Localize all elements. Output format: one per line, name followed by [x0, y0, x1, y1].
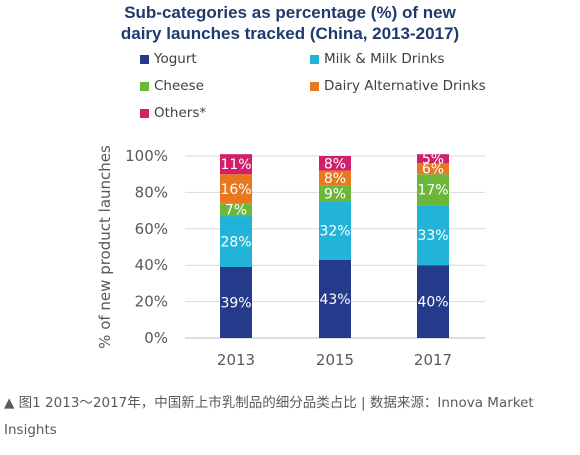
legend-label-others: Others* [154, 105, 207, 121]
legend-swatch-milk [310, 54, 319, 64]
y-tick-label: 80% [135, 183, 168, 201]
legend-item-others: Others* [140, 104, 310, 122]
bar-segment-yogurt-2013 [220, 267, 252, 338]
bar-segment-cheese-2017 [417, 174, 449, 206]
legend-swatch-others [140, 108, 149, 118]
bar-segment-others-2017 [417, 154, 449, 164]
legend-item-yogurt: Yogurt [140, 50, 310, 68]
figure-caption: ▲ 图1 2013～2017年，中国新上市乳制品的细分品类占比 | 数据来源：I… [4, 395, 534, 438]
data-label: 39% [220, 296, 251, 312]
bar-segment-dairy-alternative-drinks-2013 [220, 174, 252, 204]
bar-segment-yogurt-2017 [417, 265, 449, 338]
data-label: 17% [417, 183, 448, 199]
data-label: 8% [324, 156, 346, 172]
y-axis-label: % of new product launches [96, 145, 114, 349]
legend-label-milk: Milk & Milk Drinks [324, 51, 445, 67]
legend-item-milk: Milk & Milk Drinks [310, 50, 560, 68]
bar-segment-milk-milk-drinks-2017 [417, 205, 449, 266]
bar-segment-others-2015 [319, 156, 351, 171]
y-tick-label: 40% [135, 256, 168, 274]
data-label: 16% [220, 182, 251, 198]
y-tick-label: 0% [144, 329, 168, 347]
x-tick-label: 2015 [316, 351, 354, 369]
bar-segment-milk-milk-drinks-2013 [220, 216, 252, 268]
data-label: 40% [417, 295, 448, 311]
data-label: 5% [422, 152, 444, 168]
data-label: 9% [324, 186, 346, 202]
chart-title-line-2: dairy launches tracked (China, 2013-2017… [120, 24, 460, 43]
legend-label-cheese: Cheese [154, 78, 204, 94]
x-tick-label: 2017 [414, 351, 452, 369]
y-tick-label: 100% [125, 147, 168, 165]
x-tick-label: 2013 [217, 351, 255, 369]
legend-item-dairy-alternative: Dairy Alternative Drinks [310, 77, 560, 95]
data-label: 43% [319, 292, 350, 308]
legend-item-cheese: Cheese [140, 77, 310, 95]
legend-swatch-yogurt [140, 54, 149, 64]
legend-label-yogurt: Yogurt [154, 51, 197, 67]
data-label: 7% [225, 203, 247, 219]
bar-segment-others-2013 [220, 154, 252, 175]
bar-segment-cheese-2015 [319, 185, 351, 202]
legend-swatch-cheese [140, 81, 149, 91]
bar-segment-dairy-alternative-drinks-2017 [417, 163, 449, 175]
y-tick-label: 20% [135, 293, 168, 311]
y-tick-label: 60% [135, 220, 168, 238]
data-label: 32% [319, 224, 350, 240]
data-label: 28% [220, 235, 251, 251]
bar-segment-yogurt-2015 [319, 259, 351, 338]
bar-segment-dairy-alternative-drinks-2015 [319, 170, 351, 186]
data-label: 6% [422, 162, 444, 178]
legend-swatch-dairy-alternative [310, 81, 319, 91]
chart-title: Sub-categories as percentage (%) of new … [0, 2, 580, 44]
bar-segment-cheese-2013 [220, 203, 252, 217]
data-label: 33% [417, 228, 448, 244]
bar-segment-milk-milk-drinks-2015 [319, 201, 351, 260]
chart-title-line-1: Sub-categories as percentage (%) of new [124, 3, 456, 22]
legend-label-dairy-alternative: Dairy Alternative Drinks [324, 78, 486, 94]
data-label: 8% [324, 171, 346, 187]
data-label: 11% [220, 157, 251, 173]
legend: Yogurt Milk & Milk Drinks Cheese Dairy A… [140, 50, 560, 122]
